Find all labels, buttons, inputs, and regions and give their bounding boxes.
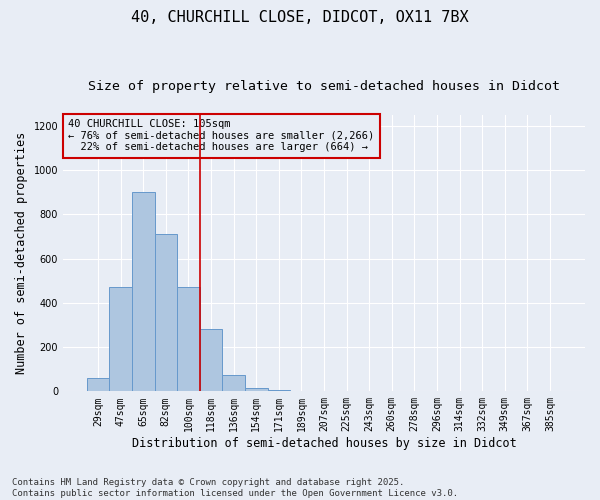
Bar: [177, 288, 200, 392]
Text: 40 CHURCHILL CLOSE: 105sqm
← 76% of semi-detached houses are smaller (2,266)
  2: 40 CHURCHILL CLOSE: 105sqm ← 76% of semi…: [68, 119, 374, 152]
Bar: [200, 330, 223, 392]
Text: 40, CHURCHILL CLOSE, DIDCOT, OX11 7BX: 40, CHURCHILL CLOSE, DIDCOT, OX11 7BX: [131, 10, 469, 25]
Bar: [87, 378, 109, 392]
Bar: [268, 390, 290, 392]
Y-axis label: Number of semi-detached properties: Number of semi-detached properties: [15, 132, 28, 374]
Bar: [245, 388, 268, 392]
Text: Contains HM Land Registry data © Crown copyright and database right 2025.
Contai: Contains HM Land Registry data © Crown c…: [12, 478, 458, 498]
Bar: [109, 288, 132, 392]
Title: Size of property relative to semi-detached houses in Didcot: Size of property relative to semi-detach…: [88, 80, 560, 93]
Bar: [132, 192, 155, 392]
Bar: [155, 234, 177, 392]
X-axis label: Distribution of semi-detached houses by size in Didcot: Distribution of semi-detached houses by …: [131, 437, 517, 450]
Bar: [223, 375, 245, 392]
